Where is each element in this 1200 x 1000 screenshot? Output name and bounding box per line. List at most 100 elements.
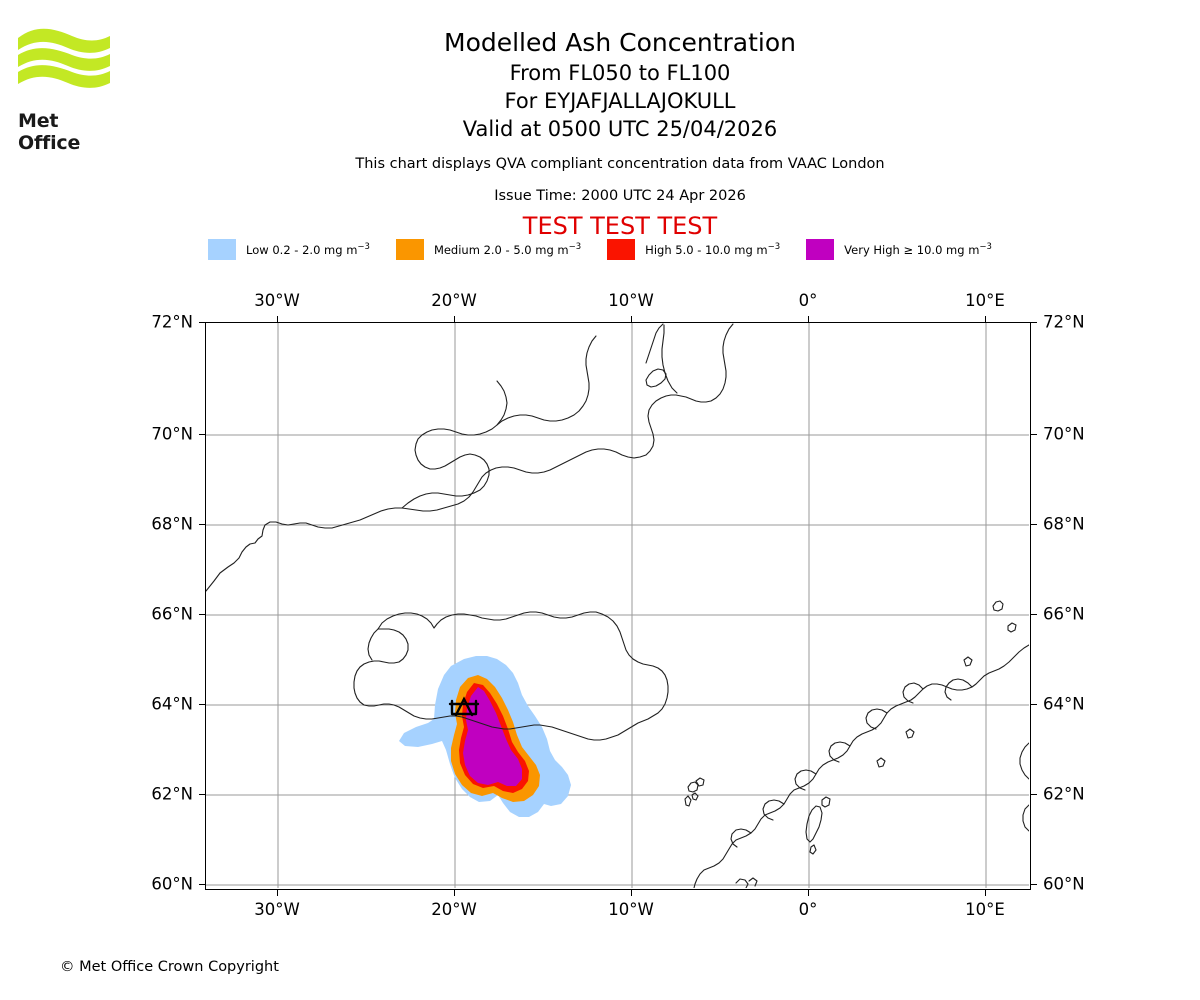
lon-label-bot-20w: 20°W	[431, 900, 477, 919]
qva-note: This chart displays QVA compliant concen…	[355, 156, 885, 172]
lat-tick-l-68n	[199, 524, 205, 525]
coastline-norway-island-1	[992, 600, 1004, 612]
lon-tick-bot-0	[808, 890, 809, 896]
legend-label-low: Low 0.2 - 2.0 mg m−3	[246, 242, 370, 257]
coastline-faroe-islands	[684, 777, 705, 807]
lon-label-top-30w: 30°W	[254, 291, 300, 310]
lat-tick-l-60n	[199, 884, 205, 885]
lon-label-top-10w: 10°W	[608, 291, 654, 310]
legend-item-high: High 5.0 - 10.0 mg m−3	[607, 239, 780, 260]
lat-label-left-60n: 60°N	[151, 874, 193, 894]
lat-label-right-64n: 64°N	[1043, 694, 1085, 714]
lon-label-top-10e: 10°E	[965, 291, 1005, 310]
lat-tick-r-62n	[1031, 794, 1037, 795]
lat-label-left-66n: 66°N	[151, 604, 193, 624]
legend-label-medium: Medium 2.0 - 5.0 mg m−3	[433, 242, 582, 257]
map-canvas	[206, 323, 1029, 888]
lon-tick-top-10w	[631, 316, 632, 322]
coastline-iceland-fjord-detail	[367, 628, 379, 661]
lon-label-bot-10e: 10°E	[965, 900, 1005, 919]
lat-tick-r-68n	[1031, 524, 1037, 525]
lon-tick-top-10e	[985, 316, 986, 322]
volcano-marker-icon	[448, 696, 480, 717]
lat-tick-r-72n	[1031, 322, 1037, 323]
coastline-norway-fjord-6	[762, 799, 785, 821]
coastline-norway-fjord-7	[730, 828, 752, 848]
lon-tick-bot-30w	[277, 890, 278, 896]
lon-tick-top-0	[808, 316, 809, 322]
flight-level-range: From FL050 to FL100	[509, 61, 731, 85]
coastline-norway	[693, 644, 1029, 888]
lat-tick-r-70n	[1031, 434, 1037, 435]
coastline-norway-fjord-5	[794, 769, 817, 791]
met-office-wordmark: Met Office	[18, 110, 81, 154]
lat-label-right-66n: 66°N	[1043, 604, 1085, 624]
lat-label-left-68n: 68°N	[151, 514, 193, 534]
lat-label-right-72n: 72°N	[1043, 312, 1085, 332]
ash-concentration-map: 30°W 20°W 10°W 0° 10°E 30°W 20°W 10°W 0°…	[151, 291, 1084, 919]
lat-tick-r-64n	[1031, 704, 1037, 705]
legend-swatch-high	[607, 239, 636, 260]
coastline-greenland-fjord-1	[401, 380, 508, 509]
coastline-iceland	[353, 611, 669, 741]
coastline-norway-fjord-2	[902, 682, 924, 704]
copyright-notice: © Met Office Crown Copyright	[60, 959, 279, 975]
lat-tick-l-70n	[199, 434, 205, 435]
coastline-norway-fjord-3	[865, 708, 888, 730]
coastline-greenland-island-2	[661, 324, 678, 394]
issue-time: Issue Time: 2000 UTC 24 Apr 2026	[494, 188, 746, 204]
ash-plume-contours	[399, 656, 571, 817]
lon-label-bot-0: 0°	[798, 900, 818, 919]
lat-label-left-72n: 72°N	[151, 312, 193, 332]
coastline-jan-mayen	[645, 368, 667, 388]
chart-title-block: Modelled Ash Concentration From FL050 to…	[200, 26, 1040, 240]
legend-item-medium: Medium 2.0 - 5.0 mg m−3	[395, 239, 582, 260]
met-office-waves-icon	[18, 28, 110, 88]
valid-time: Valid at 0500 UTC 25/04/2026	[462, 117, 778, 141]
map-gridlines	[206, 323, 1029, 888]
lat-label-left-62n: 62°N	[151, 784, 193, 804]
legend-item-low: Low 0.2 - 2.0 mg m−3	[208, 239, 370, 260]
coastlines	[206, 323, 1029, 888]
lat-label-left-70n: 70°N	[151, 424, 193, 444]
volcano-name: For EYJAFJALLAJOKULL	[504, 89, 736, 113]
coastline-norway-island-2	[1007, 622, 1017, 633]
coastline-norway-fjord-1	[944, 678, 973, 701]
lat-label-right-70n: 70°N	[1043, 424, 1085, 444]
coastline-norway-fjord-4	[828, 741, 851, 763]
lat-tick-l-62n	[199, 794, 205, 795]
legend-swatch-very-high	[806, 239, 835, 260]
page-title: Modelled Ash Concentration	[444, 28, 796, 57]
lat-label-right-68n: 68°N	[1043, 514, 1085, 534]
lon-tick-top-20w	[454, 316, 455, 322]
lon-tick-top-30w	[277, 316, 278, 322]
lat-tick-r-66n	[1031, 614, 1037, 615]
lon-tick-bot-10e	[985, 890, 986, 896]
contour-very-high	[463, 687, 522, 786]
lat-tick-r-60n	[1031, 884, 1037, 885]
lat-label-right-62n: 62°N	[1043, 784, 1085, 804]
lat-label-right-60n: 60°N	[1043, 874, 1085, 894]
lon-label-bot-10w: 10°W	[608, 900, 654, 919]
coastline-norway-island-3	[963, 656, 973, 667]
coastline-greenland	[206, 323, 734, 592]
lon-tick-bot-10w	[631, 890, 632, 896]
lat-tick-l-66n	[199, 614, 205, 615]
test-banner: TEST TEST TEST	[522, 212, 718, 240]
met-office-logo: Met Office	[10, 22, 120, 154]
coastline-greenland-fjord-2	[496, 335, 597, 426]
lat-tick-l-72n	[199, 322, 205, 323]
lat-label-left-64n: 64°N	[151, 694, 193, 714]
legend-item-very-high: Very High ≥ 10.0 mg m−3	[806, 239, 992, 260]
coastline-greenland-island-1	[645, 323, 664, 364]
concentration-legend: Low 0.2 - 2.0 mg m−3 Medium 2.0 - 5.0 mg…	[0, 239, 1200, 260]
coastline-norway-east-edge	[1019, 742, 1029, 780]
lat-tick-l-64n	[199, 704, 205, 705]
coastline-orkney	[735, 877, 758, 888]
coastline-shetland	[805, 796, 831, 855]
coastline-norway-east-edge-2	[1022, 804, 1029, 832]
lon-label-bot-30w: 30°W	[254, 900, 300, 919]
lon-tick-bot-20w	[454, 890, 455, 896]
map-plot-area	[205, 322, 1031, 890]
lon-label-top-0: 0°	[798, 291, 818, 310]
